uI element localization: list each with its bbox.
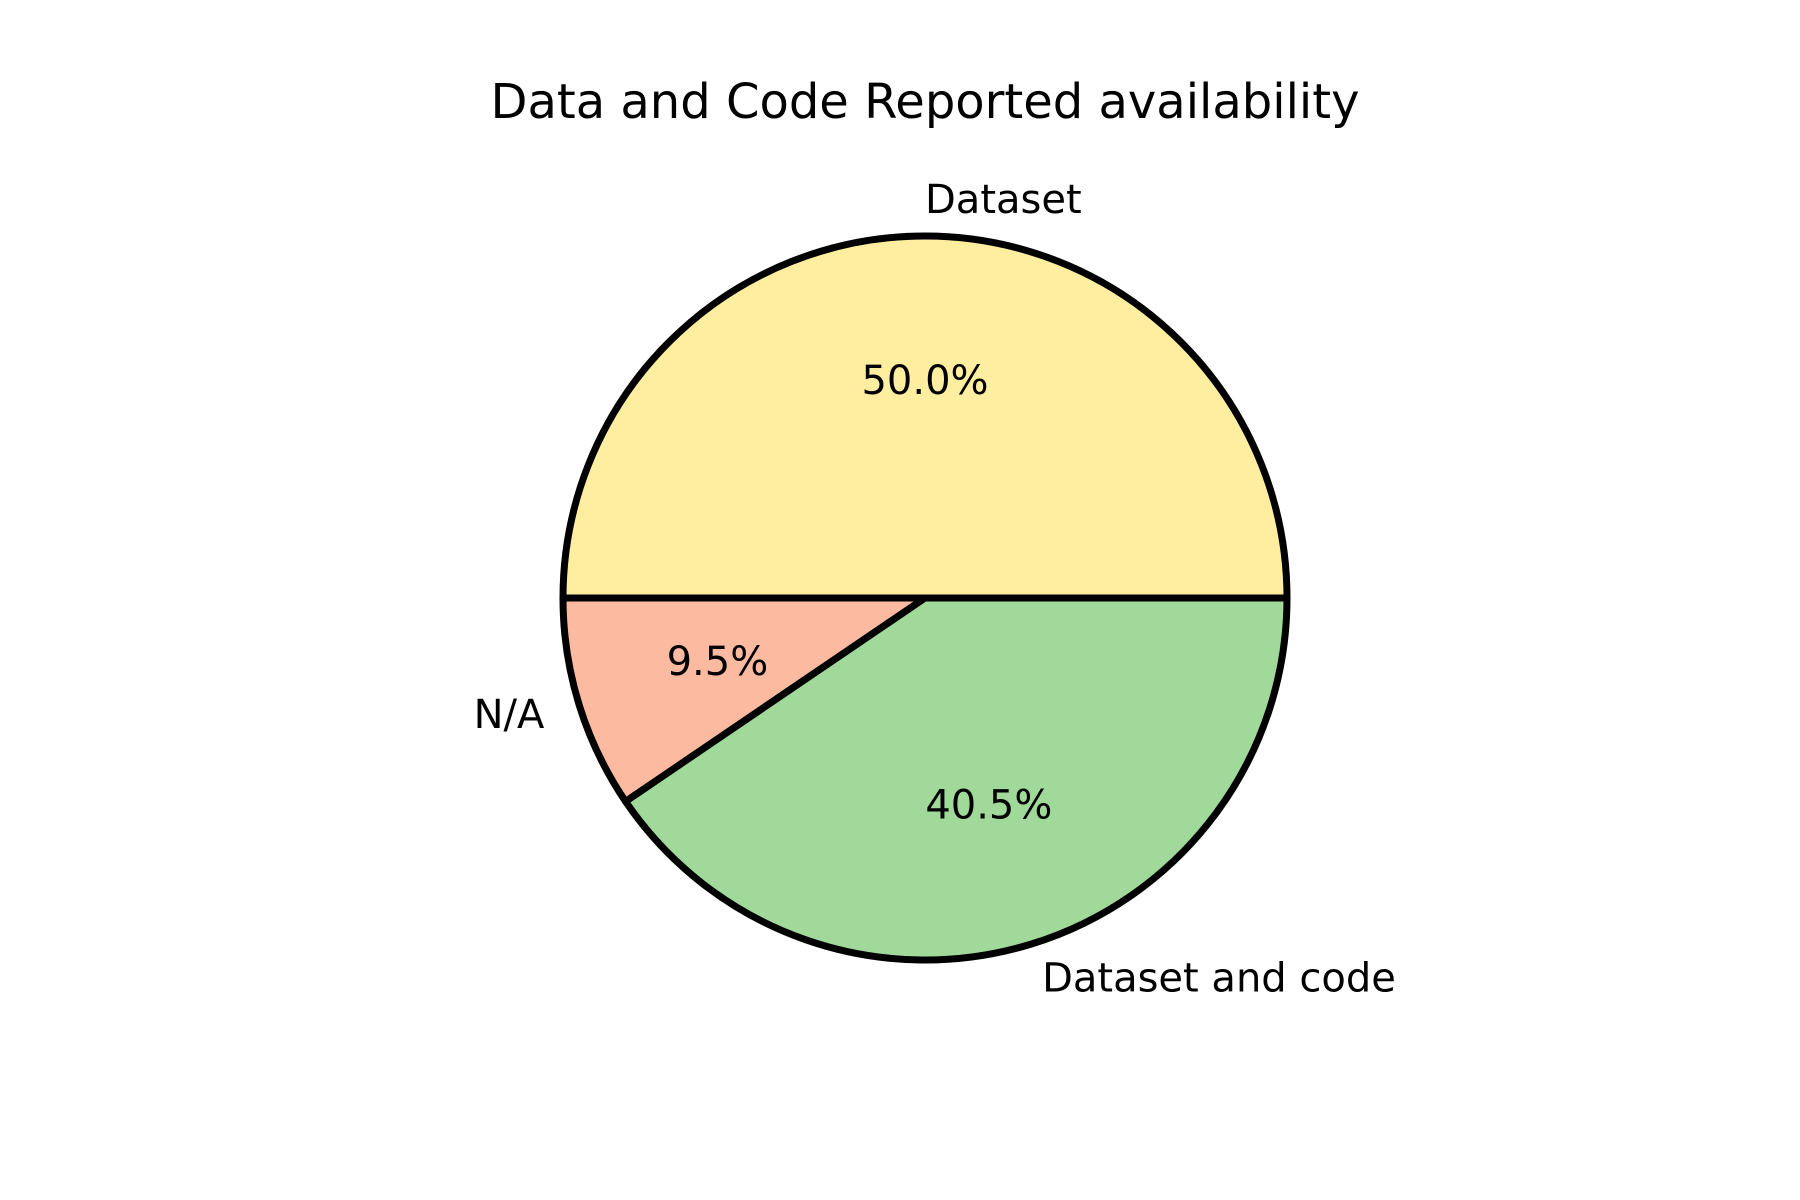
- pie-slices: [559, 232, 1291, 964]
- pie-slice-dataset: [559, 232, 1291, 602]
- pie-slice-dataset-and-code: [622, 594, 1291, 964]
- pie-slice-n-a: [559, 594, 929, 805]
- slice-label-n-a: N/A: [474, 692, 545, 738]
- pie-labels: 50.0% Dataset 9.5% N/A 40.5% Dataset and code: [474, 177, 1396, 1002]
- pct-label-dataset: 50.0%: [861, 358, 988, 404]
- slice-label-dataset-and-code: Dataset and code: [1042, 956, 1396, 1002]
- pct-label-dataset-and-code: 40.5%: [925, 783, 1052, 829]
- slice-label-dataset: Dataset: [925, 177, 1082, 223]
- pct-label-n-a: 9.5%: [667, 639, 769, 685]
- chart-title: Data and Code Reported availability: [491, 74, 1360, 130]
